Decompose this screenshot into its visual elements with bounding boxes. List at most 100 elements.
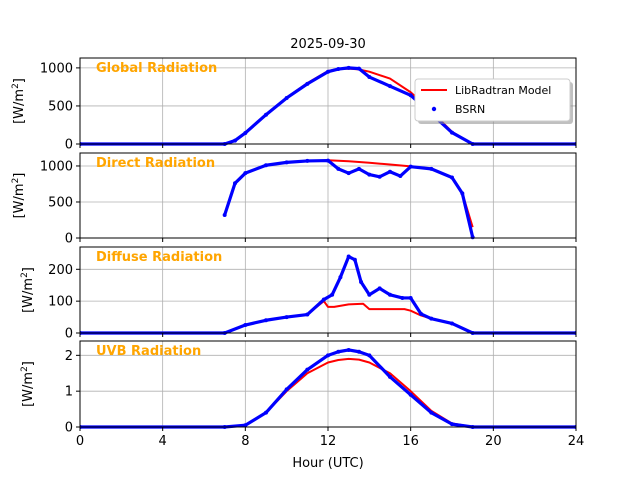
panel-1-bsrn-point-8 — [346, 171, 351, 176]
xtick-label-5: 20 — [485, 434, 502, 449]
panel-2-ytick-label-2: 200 — [48, 263, 73, 278]
panel-1: 0 500 1000 Direct Radiation [W/m2] — [11, 152, 577, 247]
panel-2-bsrn-point-15 — [400, 295, 405, 300]
panel-0-bsrn-point-15 — [450, 130, 454, 135]
panel-2-bsrn-point-16 — [408, 295, 413, 300]
panel-0-bsrn-point-12 — [388, 84, 392, 89]
panel-1-bsrn-point-1 — [233, 181, 237, 186]
panel-2-bsrn-point-19 — [450, 321, 454, 326]
xtick-label-0: 0 — [76, 434, 84, 449]
panel-3-bsrn-point-3 — [264, 410, 268, 415]
panel-1-bsrn-point-7 — [336, 166, 341, 171]
panel-0-bsrn-point-10 — [357, 66, 361, 71]
panel-0-ytick-label-1: 500 — [48, 99, 73, 114]
panel-2-bsrn-point-12 — [367, 292, 372, 297]
xtick-label-4: 16 — [402, 434, 419, 449]
panel-0-bsrn-point-2 — [233, 138, 237, 143]
panel-1-bsrn-point-14 — [408, 164, 413, 169]
panel-0-ytick-label-2: 1000 — [40, 61, 73, 76]
panel-2-bsrn-point-18 — [429, 316, 434, 321]
panel-3-bsrn-point-2 — [243, 423, 248, 428]
panel-1-bsrn-point-10 — [367, 172, 372, 177]
legend: LibRadtran Model BSRN — [414, 78, 573, 124]
panel-0-bsrn-point-9 — [346, 65, 351, 70]
legend-label-1: BSRN — [455, 103, 485, 116]
panel-2-bsrn-point-10 — [352, 257, 357, 262]
panel-1-bsrn-point-16 — [450, 175, 454, 180]
panel-3-bsrn-point-12 — [408, 392, 413, 397]
legend-swatch-1 — [431, 106, 437, 112]
panel-3-bsrn-point-5 — [305, 367, 310, 372]
panel-2: 0 100 200 Diffuse Radiation [W/m2] — [20, 246, 577, 342]
panel-2-series-bsrn — [80, 254, 576, 335]
panel-3: 0 1 2 UVB Radiation [W/m2] — [20, 340, 577, 436]
panel-1-bsrn-point-18 — [470, 235, 475, 240]
panel-1-ylabel: [W/m2] — [11, 173, 27, 219]
panel-0-ytick-label-0: 0 — [65, 138, 73, 153]
panel-0-bsrn-point-4 — [264, 112, 268, 117]
panel-0-bsrn-point-5 — [284, 95, 289, 100]
xtick-label-1: 4 — [159, 434, 167, 449]
panel-2-bsrn-point-14 — [388, 292, 392, 297]
panel-3-bsrn-point-10 — [367, 353, 372, 358]
xtick-label-2: 8 — [241, 434, 249, 449]
panel-0-bsrn-point-13 — [408, 93, 413, 98]
panel-3-bsrn-point-9 — [357, 349, 361, 354]
panel-1-bsrn-point-17 — [460, 191, 465, 196]
legend-box — [414, 78, 571, 122]
panel-1-bsrn-point-5 — [305, 158, 310, 163]
panel-2-bsrn-point-9 — [346, 254, 351, 259]
panel-1-bsrn-point-15 — [429, 166, 434, 171]
panel-0-title: Global Radiation — [96, 61, 217, 76]
panel-2-ytick-label-1: 100 — [48, 295, 73, 310]
legend-label-0: LibRadtran Model — [455, 84, 551, 97]
panel-2-bsrn-point-13 — [377, 286, 382, 291]
panel-1-bsrn-point-4 — [284, 160, 289, 165]
panel-2-bsrn-point-6 — [321, 297, 326, 302]
xtick-label-6: 24 — [568, 434, 585, 449]
panel-3-bsrn-point-6 — [326, 353, 330, 358]
panel-2-bsrn-point-7 — [330, 292, 335, 297]
panel-2-bsrn-point-3 — [264, 318, 268, 323]
panel-2-bsrn-point-11 — [359, 280, 364, 285]
panel-2-bsrn-point-2 — [243, 323, 248, 328]
panel-1-bsrn-point-6 — [326, 158, 330, 163]
panel-1-bsrn-point-9 — [357, 166, 361, 171]
panel-0-bsrn-point-7 — [326, 69, 330, 74]
x-axis-label: Hour (UTC) — [292, 456, 363, 471]
xtick-label-3: 12 — [320, 434, 337, 449]
panel-3-ytick-label-2: 2 — [65, 349, 73, 364]
panel-0-bsrn-point-8 — [336, 67, 341, 72]
chart-title: 2025-09-30 — [290, 37, 366, 52]
panel-0-bsrn-point-11 — [367, 75, 372, 80]
panel-1-ytick-label-1: 500 — [48, 195, 73, 210]
panel-3-ylabel: [W/m2] — [20, 361, 36, 407]
panel-3-ytick-label-1: 1 — [65, 385, 73, 400]
panel-1-bsrn-point-12 — [388, 169, 392, 174]
panel-3-bsrn-point-7 — [336, 349, 341, 354]
panel-2-ytick-label-0: 0 — [65, 327, 73, 342]
panel-2-bsrn-point-5 — [305, 312, 310, 317]
panel-2-title: Diffuse Radiation — [96, 250, 222, 265]
panel-1-bsrn-point-11 — [377, 174, 382, 179]
panel-3-bsrn-point-11 — [388, 374, 392, 379]
panel-2-bsrn-point-17 — [419, 311, 423, 316]
panel-1-bsrn-point-2 — [243, 171, 248, 176]
panel-0-bsrn-point-6 — [305, 81, 310, 86]
panel-3-bsrn-point-13 — [429, 410, 434, 415]
panel-1-bsrn-point-3 — [264, 163, 268, 168]
panel-3-bsrn-point-14 — [450, 422, 454, 427]
panel-2-ylabel: [W/m2] — [20, 267, 36, 313]
panel-2-bsrn-point-4 — [284, 315, 289, 320]
panel-3-ytick-label-0: 0 — [65, 421, 73, 436]
panel-3-bsrn-point-4 — [284, 387, 289, 392]
panel-3-title: UVB Radiation — [96, 344, 201, 359]
panel-1-ytick-label-2: 1000 — [40, 159, 73, 174]
panel-3-bsrn-point-8 — [346, 347, 351, 352]
panel-1-bsrn-point-13 — [398, 174, 403, 179]
panel-1-ytick-label-0: 0 — [65, 232, 73, 247]
panel-1-bsrn-point-0 — [222, 212, 227, 217]
panel-2-bsrn-point-8 — [338, 275, 343, 280]
panel-0-bsrn-point-3 — [243, 130, 248, 135]
